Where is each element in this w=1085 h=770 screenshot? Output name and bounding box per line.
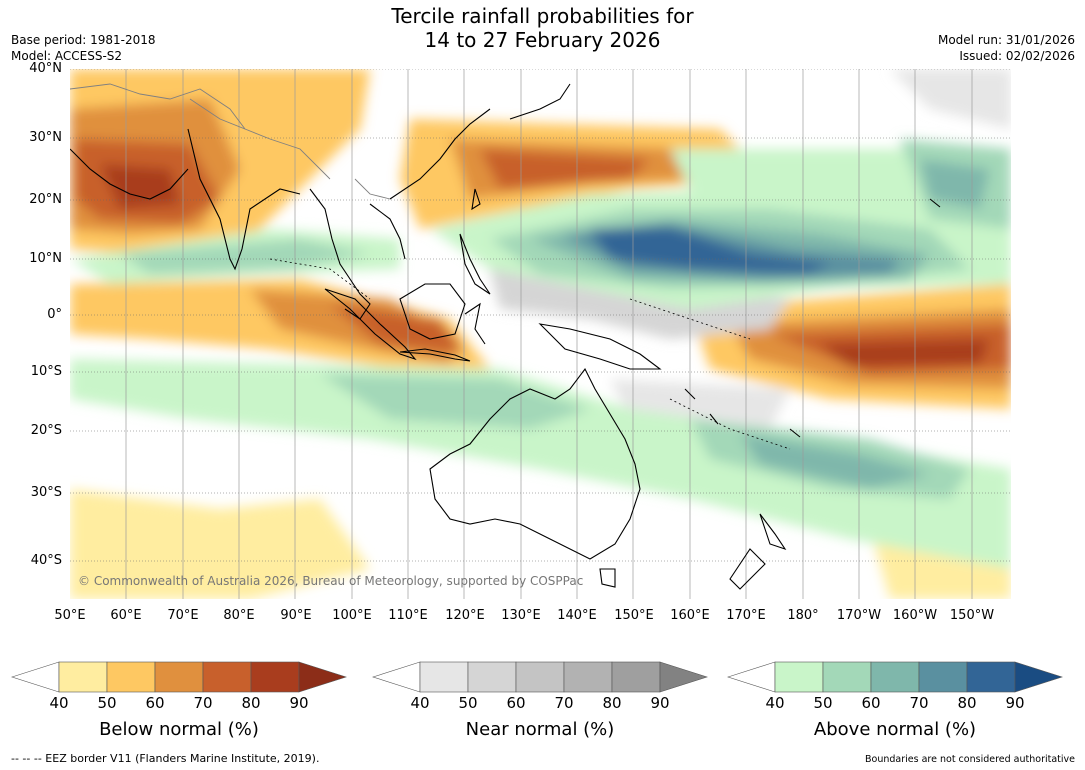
lon-label: 60°E: [110, 608, 142, 623]
cb-below-tick: 60: [145, 694, 165, 712]
cb-below-tick: 70: [193, 694, 213, 712]
lon-label: 160°W: [892, 608, 938, 623]
colorbar-segment: [467, 661, 517, 693]
cb-above-tick: 60: [861, 694, 881, 712]
meta-right: Model run: 31/01/2026 Issued: 02/02/2026: [938, 32, 1075, 64]
colorbar-segment: [419, 661, 469, 693]
cb-above-tick: 70: [909, 694, 929, 712]
meridians: [125, 69, 973, 599]
colorbar-segment: [966, 661, 1016, 693]
colorbar-segment: [870, 661, 920, 693]
colorbar-below: [11, 661, 347, 693]
cb-near-tick: 40: [410, 694, 430, 712]
colorbars: [11, 661, 1063, 693]
eez-footnote: -- -- -- EEZ border V11 (Flanders Marine…: [11, 752, 320, 765]
eez-borders: [269, 258, 791, 450]
lon-label: 110°E: [388, 608, 428, 623]
cb-below-tick: 50: [97, 694, 117, 712]
cb-near-title: Near normal (%): [465, 719, 615, 740]
lat-label-10s: 10°S: [30, 364, 62, 379]
cb-above-tick: 80: [957, 694, 977, 712]
colorbar-above: [727, 661, 1063, 693]
lon-label: 170°W: [836, 608, 882, 623]
title-line-2: 14 to 27 February 2026: [424, 28, 661, 52]
cb-near-tick: 90: [650, 694, 670, 712]
colorbar-segment: [659, 661, 708, 693]
coastlines: [70, 83, 941, 590]
colorbar-segment: [106, 661, 156, 693]
lon-label: 120°E: [445, 608, 485, 623]
probability-map: [70, 69, 1011, 599]
title-line-1: Tercile rainfall probabilities for: [391, 4, 694, 28]
lat-label-20n: 20°N: [29, 192, 62, 207]
lon-label: 160°E: [670, 608, 710, 623]
graticule: [70, 69, 1011, 562]
cb-below-tick: 90: [289, 694, 309, 712]
copyright-notice: © Commonwealth of Australia 2026, Bureau…: [78, 574, 584, 588]
meta-left: Base period: 1981-2018 Model: ACCESS-S2: [11, 32, 156, 64]
cb-near-tick: 50: [458, 694, 478, 712]
cb-near-tick: 60: [506, 694, 526, 712]
lon-label: 180°: [787, 608, 819, 623]
lon-label: 150°W: [949, 608, 995, 623]
colorbar-segment: [727, 661, 776, 693]
cb-near-tick: 80: [602, 694, 622, 712]
model-run: Model run: 31/01/2026: [937, 33, 1075, 47]
cb-above-tick: 90: [1005, 694, 1025, 712]
cb-below-tick: 40: [49, 694, 69, 712]
lon-label: 50°E: [54, 608, 86, 623]
colorbar-segment: [58, 661, 108, 693]
issued-date: Issued: 02/02/2026: [959, 49, 1075, 63]
cb-below-tick: 80: [241, 694, 261, 712]
lat-label-30s: 30°S: [30, 485, 62, 500]
lat-label-20s: 20°S: [30, 423, 62, 438]
cb-above-title: Above normal (%): [813, 719, 977, 740]
colorbar-segment: [611, 661, 661, 693]
lat-label-10n: 10°N: [29, 251, 62, 266]
lat-label-30n: 30°N: [29, 130, 62, 145]
colorbar-segment: [515, 661, 565, 693]
colorbar-segment: [774, 661, 824, 693]
colorbar-segment: [822, 661, 872, 693]
map-title: Tercile rainfall probabilities for 14 to…: [0, 4, 1085, 52]
lat-label-0: 0°: [47, 307, 62, 322]
colorbar-segment: [250, 661, 300, 693]
boundaries-disclaimer: Boundaries are not considered authoritat…: [865, 754, 1075, 765]
cb-below-title: Below normal (%): [99, 719, 259, 740]
lon-label: 100°E: [332, 608, 372, 623]
model-name: Model: ACCESS-S2: [11, 49, 123, 63]
lon-label: 90°E: [280, 608, 312, 623]
lon-label: 170°E: [726, 608, 766, 623]
colorbar-segment: [918, 661, 968, 693]
colorbar-segment: [1014, 661, 1063, 693]
lon-label: 130°E: [501, 608, 541, 623]
colorbar-segment: [202, 661, 252, 693]
country-borders: [70, 83, 391, 200]
lat-label-40s: 40°S: [30, 553, 62, 568]
colorbar-segment: [298, 661, 347, 693]
cb-above-tick: 40: [765, 694, 785, 712]
lat-label-40n: 40°N: [29, 61, 62, 76]
colorbar-segment: [11, 661, 60, 693]
lon-label: 80°E: [223, 608, 255, 623]
lon-label: 70°E: [167, 608, 199, 623]
probability-fields: [70, 69, 1011, 599]
colorbar-near: [372, 661, 708, 693]
cb-above-tick: 50: [813, 694, 833, 712]
colorbar-segment: [563, 661, 613, 693]
cb-near-tick: 70: [554, 694, 574, 712]
colorbar-segment: [372, 661, 421, 693]
colorbar-segment: [154, 661, 204, 693]
base-period: Base period: 1981-2018: [11, 33, 156, 47]
lon-label: 150°E: [614, 608, 654, 623]
lon-label: 140°E: [557, 608, 597, 623]
